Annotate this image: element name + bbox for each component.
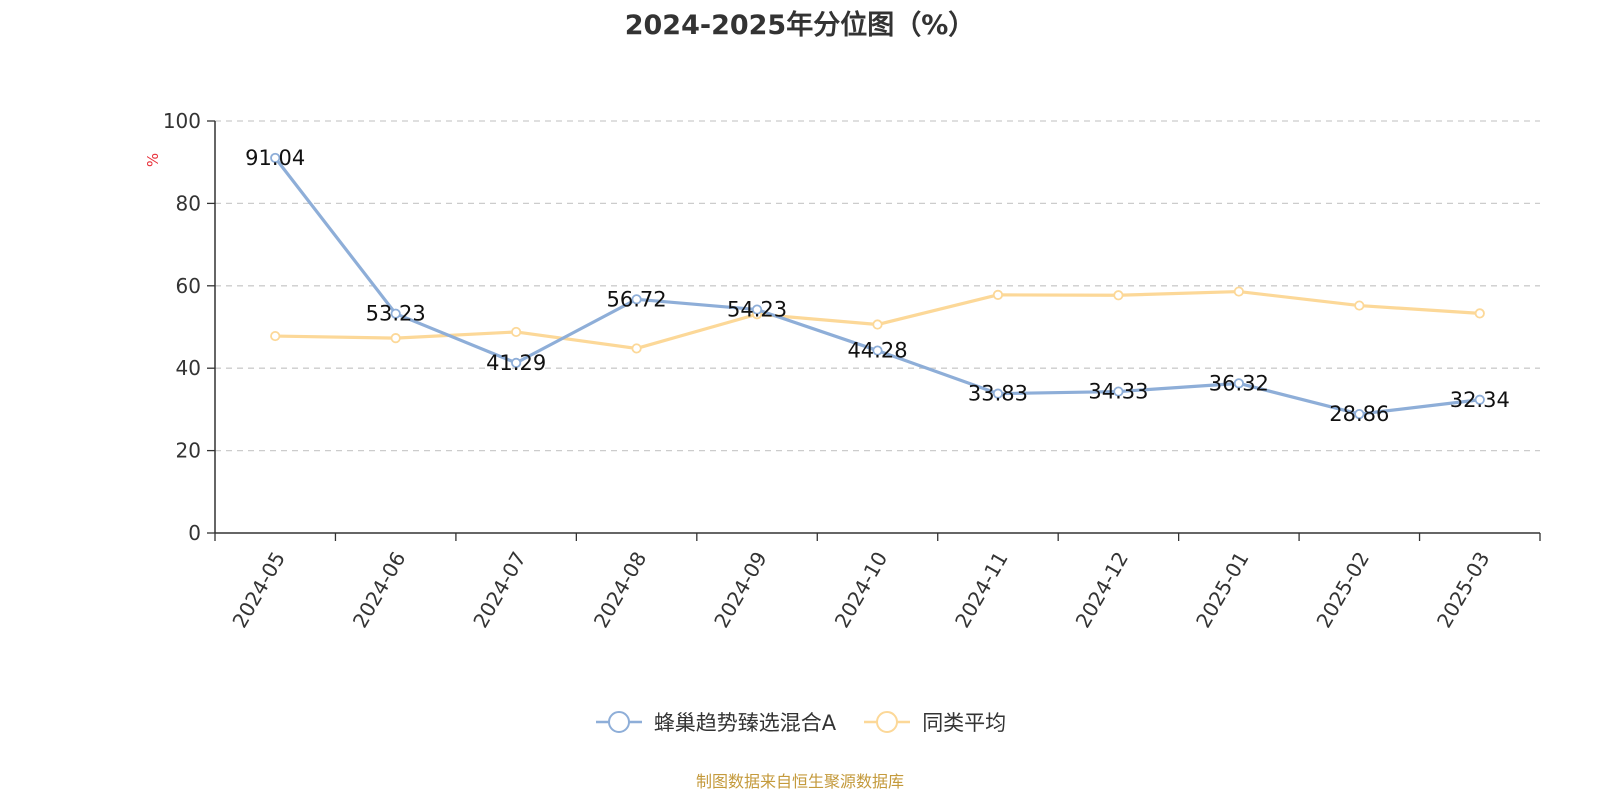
series-layer	[270, 152, 1485, 420]
data-label: 91.04	[245, 146, 305, 170]
data-label: 53.23	[366, 302, 426, 326]
data-point	[1354, 408, 1365, 420]
legend-item[interactable]: 蜂巢趋势臻选混合A	[594, 707, 836, 737]
data-point	[1113, 386, 1124, 397]
axis-layer: 0 20 40 60 80 100 2024-05 2024-06 2024-07 2024-08…	[163, 109, 1541, 632]
data-point	[872, 319, 883, 330]
x-tick-label: 2024-10	[830, 548, 893, 632]
x-tick-label: 2025-01	[1191, 548, 1254, 632]
label-layer: 91.04 53.23 41.29 56.72 54.23 44.28 33.83 34.33…	[245, 146, 1510, 426]
data-point	[1474, 308, 1485, 319]
y-tick-label: 60	[176, 274, 201, 298]
legend-marker-icon	[595, 711, 642, 733]
x-tick-label: 2024-12	[1071, 548, 1134, 632]
x-tick-label: 2025-03	[1432, 548, 1495, 632]
data-label: 28.86	[1329, 402, 1389, 426]
data-label: 41.29	[486, 351, 546, 375]
data-point	[511, 357, 522, 368]
legend-label: 同类平均	[922, 711, 1007, 735]
legend-item[interactable]: 同类平均	[862, 707, 1006, 737]
data-point	[1233, 378, 1244, 389]
data-label: 54.23	[727, 298, 787, 322]
data-point	[992, 289, 1004, 300]
data-point	[751, 304, 763, 315]
x-tick-label: 2024-08	[589, 548, 652, 632]
data-label: 33.83	[968, 382, 1028, 406]
x-tick-label: 2025-02	[1311, 548, 1374, 632]
data-label: 44.28	[847, 339, 907, 363]
source-note: 制图数据来自恒生聚源数据库	[695, 772, 904, 791]
data-point	[511, 326, 522, 338]
x-tick-label: 2024-09	[709, 548, 772, 632]
y-tick-label: 40	[176, 356, 201, 380]
data-label: 34.33	[1088, 380, 1148, 404]
data-point	[1474, 394, 1485, 405]
x-tick-label: 2024-06	[348, 548, 411, 632]
data-point	[270, 152, 281, 164]
y-tick-label: 100	[163, 109, 201, 133]
data-point	[872, 345, 883, 356]
y-tick-label: 20	[176, 439, 201, 463]
data-point	[631, 294, 642, 305]
legend-marker-icon	[864, 711, 911, 733]
x-tick-label: 2024-11	[950, 548, 1013, 632]
data-point	[631, 343, 642, 354]
x-tick-label: 2024-07	[468, 548, 531, 632]
data-point	[992, 388, 1004, 399]
data-label: 36.32	[1209, 371, 1269, 395]
y-tick-label: 0	[188, 521, 201, 545]
y-axis-label: %	[144, 153, 162, 167]
chart-title: 2024-2025年分位图（%）	[624, 10, 976, 41]
grid-layer	[215, 120, 1540, 452]
y-tick-label: 80	[176, 191, 201, 215]
data-point	[1233, 286, 1244, 297]
data-label: 32.34	[1450, 388, 1510, 412]
x-tick-label: 2024-05	[227, 548, 290, 632]
legend-label: 蜂巢趋势臻选混合A	[653, 711, 837, 735]
legend: 蜂巢趋势臻选混合A 同类平均	[0, 707, 1600, 737]
data-point	[390, 333, 401, 344]
data-point	[270, 330, 281, 342]
data-point	[390, 308, 401, 319]
data-point	[1354, 300, 1365, 311]
data-point	[1113, 290, 1124, 301]
data-label: 56.72	[607, 287, 667, 311]
